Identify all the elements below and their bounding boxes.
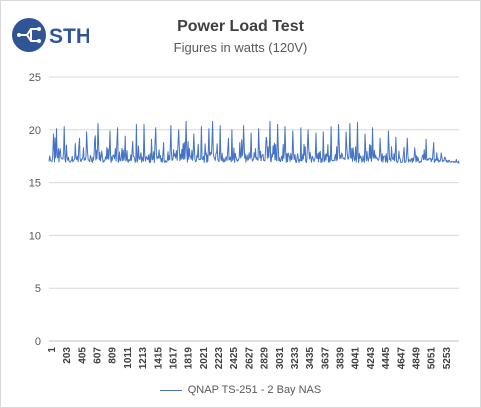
- series-line: [48, 120, 460, 164]
- legend-label: QNAP TS-251 - 2 Bay NAS: [187, 384, 322, 396]
- x-tick-label: 1617: [168, 347, 179, 370]
- x-tick-label: 3839: [336, 347, 347, 370]
- x-tick-label: 1: [47, 347, 58, 353]
- x-tick-label: 405: [77, 347, 88, 364]
- circuit-icon: [19, 28, 39, 42]
- legend-line-icon: [159, 389, 182, 391]
- sth-logo: STH: [12, 18, 89, 52]
- x-tick-label: 809: [108, 347, 119, 364]
- legend: QNAP TS-251 - 2 Bay NAS: [1, 384, 480, 396]
- x-tick-label: 4445: [381, 347, 392, 370]
- logo-text: STH: [49, 25, 89, 48]
- y-axis-ticks: 0 5 10 15 20 25: [29, 72, 41, 348]
- chart-subtitle: Figures in watts (120V): [173, 40, 308, 55]
- x-tick-label: 5051: [427, 347, 438, 370]
- x-tick-label: 4041: [351, 347, 362, 370]
- x-tick-label: 2425: [229, 347, 240, 370]
- x-tick-label: 203: [62, 347, 73, 364]
- logo-circle-icon: [12, 18, 46, 52]
- y-tick-label: 15: [29, 178, 41, 190]
- x-tick-label: 3637: [320, 347, 331, 370]
- y-tick-label: 0: [35, 336, 41, 348]
- x-tick-label: 2627: [244, 347, 255, 370]
- y-tick-label: 25: [29, 72, 41, 84]
- chart-title: Power Load Test: [177, 18, 304, 35]
- x-tick-label: 1819: [184, 347, 195, 370]
- x-tick-label: 1011: [123, 347, 134, 369]
- gridlines: [49, 76, 459, 342]
- x-tick-label: 3435: [305, 347, 316, 370]
- x-tick-label: 2223: [214, 347, 225, 370]
- x-tick-label: 3233: [290, 347, 301, 370]
- x-tick-label: 4849: [411, 347, 422, 370]
- x-tick-label: 5253: [442, 347, 453, 370]
- y-tick-label: 20: [29, 125, 41, 137]
- x-tick-label: 1213: [138, 347, 149, 370]
- x-tick-label: 607: [93, 347, 104, 364]
- x-tick-label: 4647: [396, 347, 407, 370]
- x-tick-label: 3031: [275, 347, 286, 370]
- x-tick-label: 2829: [260, 347, 271, 370]
- x-axis-ticks: 1 203 405 607 809 1011 1213 1415 1617 1819 2021 222…: [47, 347, 453, 370]
- y-tick-label: 10: [29, 230, 41, 242]
- x-tick-label: 2021: [199, 347, 210, 370]
- series-layer: [48, 120, 460, 164]
- x-tick-label: 1415: [153, 347, 164, 370]
- y-tick-label: 5: [35, 283, 41, 295]
- x-tick-label: 4243: [366, 347, 377, 370]
